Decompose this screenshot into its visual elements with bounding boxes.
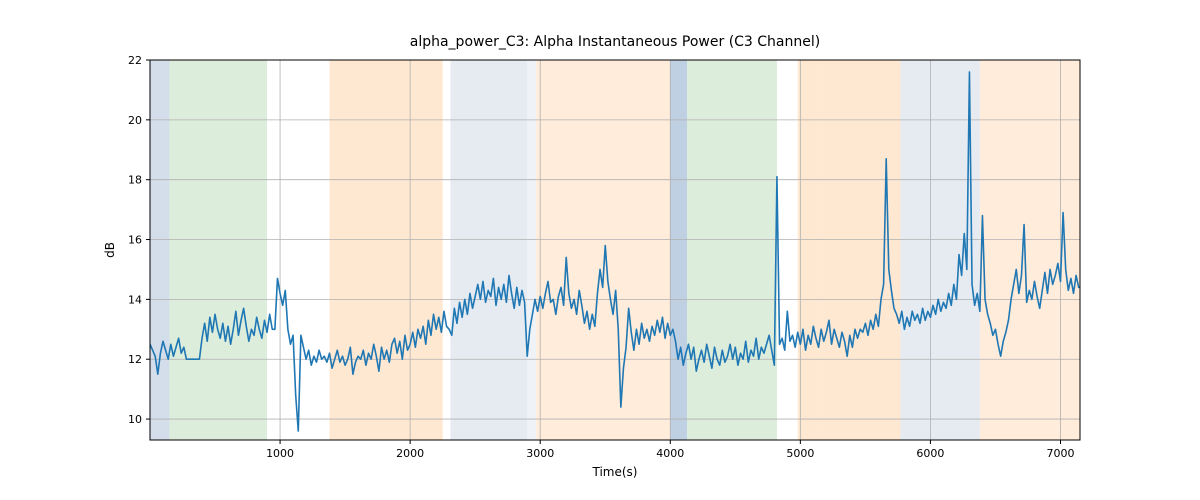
chart-title: alpha_power_C3: Alpha Instantaneous Powe… — [410, 34, 820, 50]
x-tick-label: 6000 — [916, 447, 944, 460]
region-6 — [670, 60, 687, 440]
region-7 — [687, 60, 777, 440]
y-tick-label: 10 — [128, 413, 142, 426]
y-tick-label: 22 — [128, 54, 142, 67]
region-3 — [450, 60, 527, 440]
region-1 — [170, 60, 268, 440]
region-0 — [150, 60, 170, 440]
alpha-power-chart: 1000 2000 3000 4000 5000 6000 7000 10 12 14 16 18 20… — [0, 0, 1200, 500]
x-tick-label: 1000 — [266, 447, 294, 460]
x-tick-label: 2000 — [396, 447, 424, 460]
region-10 — [901, 60, 980, 440]
x-tick-label: 3000 — [526, 447, 554, 460]
region-5 — [536, 60, 670, 440]
x-axis-label: Time(s) — [592, 465, 638, 479]
x-tick-label: 4000 — [656, 447, 684, 460]
y-tick-label: 18 — [128, 174, 142, 187]
y-tick-label: 14 — [128, 293, 142, 306]
region-2 — [329, 60, 442, 440]
region-4 — [527, 60, 536, 440]
y-tick-label: 16 — [128, 234, 142, 247]
y-tick-label: 20 — [128, 114, 142, 127]
chart-container: 1000 2000 3000 4000 5000 6000 7000 10 12 14 16 18 20… — [0, 0, 1200, 500]
x-tick-label: 5000 — [786, 447, 814, 460]
x-tick-label: 7000 — [1046, 447, 1074, 460]
y-tick-label: 12 — [128, 353, 142, 366]
y-axis-label: dB — [103, 242, 117, 258]
